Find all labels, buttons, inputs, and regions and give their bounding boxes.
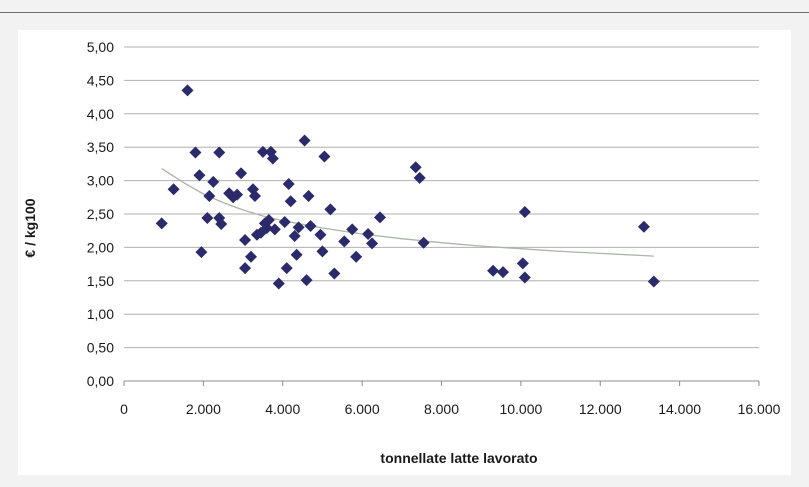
data-point	[235, 167, 248, 180]
x-tick-label: 8.000	[424, 401, 459, 417]
data-point	[231, 188, 244, 201]
data-point	[637, 220, 650, 233]
data-points	[155, 84, 660, 290]
data-point	[181, 84, 194, 97]
y-tick-label: 4,50	[87, 72, 114, 88]
y-tick-label: 5,00	[87, 39, 114, 55]
top-divider	[0, 12, 809, 13]
y-axis-title: € / kg100	[22, 198, 38, 257]
data-point	[346, 223, 359, 236]
y-tick-label: 4,00	[87, 106, 114, 122]
data-point	[518, 271, 531, 284]
data-point	[272, 277, 285, 290]
data-point	[239, 262, 252, 275]
x-axis-tick-labels: 0 2.000 4.000 6.000 8.000 10.000 12.000 14.000 1…	[120, 381, 781, 417]
chart-panel: 0,00 0,50 1,00 1,50 2,00 2,50 3,00 3,50 4,00 4,50…	[18, 30, 791, 475]
x-axis-title: tonnellate latte lavorato	[380, 450, 537, 466]
x-tick-label: 0	[120, 401, 128, 417]
gridlines	[124, 46, 759, 349]
data-point	[201, 212, 214, 225]
data-point	[298, 134, 311, 147]
data-point	[256, 145, 269, 158]
x-tick-label: 12.000	[579, 401, 622, 417]
data-point	[292, 221, 305, 234]
data-point	[260, 222, 273, 235]
y-tick-label: 0,00	[87, 373, 114, 389]
data-point	[409, 161, 422, 174]
data-point	[278, 216, 291, 229]
data-point	[280, 262, 293, 275]
y-tick-label: 3,50	[87, 139, 114, 155]
data-point	[189, 146, 202, 159]
data-point	[316, 245, 329, 258]
data-point	[213, 146, 226, 159]
data-point	[314, 228, 327, 241]
y-tick-label: 0,50	[87, 340, 114, 356]
data-point	[304, 220, 317, 233]
y-tick-label: 1,50	[87, 273, 114, 289]
x-tick-label: 10.000	[499, 401, 542, 417]
data-point	[487, 264, 500, 277]
data-point	[282, 177, 295, 190]
data-point	[338, 235, 351, 248]
data-point	[268, 223, 281, 236]
trendline	[161, 168, 654, 257]
y-tick-label: 3,00	[87, 173, 114, 189]
x-tick-label: 14.000	[658, 401, 701, 417]
data-point	[350, 250, 363, 263]
data-point	[516, 257, 529, 270]
data-point	[262, 214, 275, 227]
x-tick-label: 16.000	[738, 401, 781, 417]
data-point	[195, 246, 208, 259]
data-point	[288, 230, 301, 243]
data-point	[167, 183, 180, 196]
y-axis-tick-labels: 0,00 0,50 1,00 1,50 2,00 2,50 3,00 3,50 4,00 4,50…	[87, 39, 114, 389]
data-point	[239, 234, 252, 247]
data-point	[215, 218, 228, 231]
data-point	[284, 195, 297, 208]
data-point	[328, 267, 341, 280]
x-tick-label: 2.000	[186, 401, 221, 417]
data-point	[362, 228, 375, 241]
data-point	[302, 189, 315, 202]
data-point	[248, 189, 261, 202]
scatter-chart: 0,00 0,50 1,00 1,50 2,00 2,50 3,00 3,50 4,00 4,50…	[22, 39, 781, 466]
data-point	[207, 175, 220, 188]
data-point	[203, 189, 216, 202]
data-point	[417, 236, 430, 249]
data-point	[264, 145, 277, 158]
data-point	[155, 217, 168, 230]
y-tick-label: 1,00	[87, 306, 114, 322]
data-point	[300, 274, 313, 287]
y-tick-label: 2,50	[87, 206, 114, 222]
data-point	[413, 171, 426, 184]
data-point	[290, 248, 303, 261]
data-point	[647, 275, 660, 288]
data-point	[366, 237, 379, 250]
data-point	[497, 266, 510, 279]
data-point	[324, 203, 337, 216]
data-point	[193, 169, 206, 182]
data-point	[373, 211, 386, 224]
x-tick-label: 4.000	[265, 401, 300, 417]
data-point	[318, 150, 331, 163]
y-tick-label: 2,00	[87, 239, 114, 255]
data-point	[245, 250, 257, 263]
x-tick-label: 6.000	[345, 401, 380, 417]
data-point	[518, 205, 531, 218]
data-point	[266, 152, 279, 165]
